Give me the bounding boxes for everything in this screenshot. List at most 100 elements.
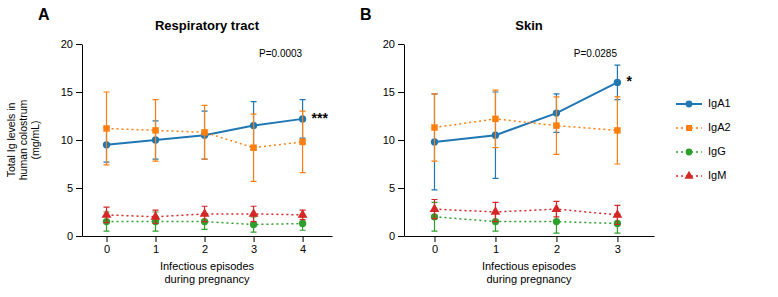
panel-label: B: [360, 6, 372, 23]
text-line: Total Ig levels in: [5, 102, 17, 177]
x-axis: 0123: [405, 236, 655, 255]
y-tick-label: 15: [61, 86, 73, 98]
error-bar: [431, 94, 437, 161]
text-line: during pregnancy: [164, 273, 250, 285]
marker: [103, 125, 109, 131]
y-tick-label: 20: [383, 38, 395, 50]
error-bar: [202, 105, 208, 159]
marker: [431, 124, 437, 130]
y-axis-title: Total Ig levels inhuman colostrum(mg/mL): [5, 99, 41, 180]
y-tick: 15: [383, 86, 404, 98]
legend-label: IgM: [708, 169, 726, 181]
y-tick-label: 10: [61, 134, 73, 146]
error-bar: [614, 97, 620, 164]
y-tick: 5: [389, 182, 404, 194]
x-tick-mark: [617, 236, 618, 242]
x-tick-label: 3: [251, 243, 257, 255]
y-tick-label: 0: [389, 230, 395, 242]
error-bar: [251, 114, 257, 181]
error-bar: [614, 65, 620, 100]
x-axis-title: Infectious episodesduring pregnancy: [482, 260, 577, 285]
legend: IgA1IgA2IgGIgM: [676, 97, 731, 181]
marker: [299, 220, 306, 227]
y-tick-label: 5: [67, 182, 73, 194]
x-tick: 0: [432, 236, 438, 255]
series: [103, 92, 306, 181]
text-line: Infectious episodes: [160, 260, 255, 272]
marker: [614, 79, 621, 86]
error-bar: [492, 90, 498, 148]
marker: [430, 203, 440, 212]
panel: 012305101520SkinBInfectious episodesduri…: [360, 6, 655, 285]
y-tick-mark: [398, 140, 404, 141]
x-tick-mark: [254, 236, 255, 242]
chart-container: 0123405101520Respiratory tractAInfectiou…: [0, 0, 778, 297]
marker: [299, 139, 305, 145]
x-tick-mark: [205, 236, 206, 242]
x-tick-label: 0: [432, 243, 438, 255]
y-tick-mark: [398, 188, 404, 189]
text-line: during pregnancy: [486, 273, 572, 285]
marker: [298, 209, 308, 218]
series-line: [434, 119, 617, 131]
y-tick: 0: [67, 230, 82, 242]
y-tick-label: 0: [67, 230, 73, 242]
significance-label: ***: [312, 110, 329, 126]
y-tick-label: 20: [61, 38, 73, 50]
series-line: [434, 82, 617, 142]
chart: 0123405101520Respiratory tractAInfectiou…: [0, 0, 778, 297]
series-line: [434, 217, 617, 224]
marker: [614, 127, 620, 133]
legend-marker: [684, 171, 693, 179]
y-tick-label: 10: [383, 134, 395, 146]
y-tick: 10: [383, 134, 404, 146]
panel-title: Respiratory tract: [155, 18, 260, 33]
y-tick-mark: [76, 92, 82, 93]
legend-label: IgG: [708, 145, 726, 157]
x-tick: 3: [615, 236, 621, 255]
x-tick: 2: [202, 236, 208, 255]
x-axis-title: Infectious episodesduring pregnancy: [160, 260, 255, 285]
y-tick-label: 15: [383, 86, 395, 98]
legend-entry: IgG: [676, 145, 726, 157]
marker: [612, 209, 622, 218]
x-tick: 1: [153, 236, 159, 255]
y-tick-mark: [76, 188, 82, 189]
marker: [249, 208, 259, 217]
y-tick-mark: [76, 236, 82, 237]
x-axis: 01234: [83, 236, 333, 255]
error-bar: [104, 92, 110, 165]
y-tick: 20: [383, 38, 404, 50]
plot-area: [430, 65, 623, 233]
x-tick: 0: [104, 236, 110, 255]
legend-entry: IgA2: [676, 121, 731, 133]
marker: [201, 129, 207, 135]
y-tick: 10: [61, 134, 82, 146]
y-axis: 0 5 10 15 20: [61, 38, 83, 242]
x-axis-line: [83, 236, 333, 237]
marker: [200, 208, 210, 217]
marker: [250, 144, 256, 150]
y-axis-line: [82, 45, 83, 237]
x-tick-mark: [107, 236, 108, 242]
x-tick-label: 1: [493, 243, 499, 255]
x-tick-label: 3: [615, 243, 621, 255]
panel-title: Skin: [515, 18, 543, 33]
text-line: (mg/mL): [29, 120, 41, 159]
marker: [553, 218, 560, 225]
x-tick: 3: [251, 236, 257, 255]
annotation: P=0.0003: [259, 48, 303, 59]
marker: [151, 211, 161, 220]
y-tick: 5: [67, 182, 82, 194]
panel-label: A: [38, 6, 50, 23]
marker: [492, 116, 498, 122]
legend-marker: [686, 101, 693, 108]
x-axis-line: [405, 236, 655, 237]
x-tick-label: 2: [202, 243, 208, 255]
marker: [491, 206, 501, 215]
marker: [552, 203, 562, 212]
legend-entry: IgM: [676, 169, 726, 181]
y-axis: 0 5 10 15 20: [383, 38, 405, 242]
text-line: human colostrum: [17, 99, 29, 180]
plot-area: [102, 92, 308, 232]
